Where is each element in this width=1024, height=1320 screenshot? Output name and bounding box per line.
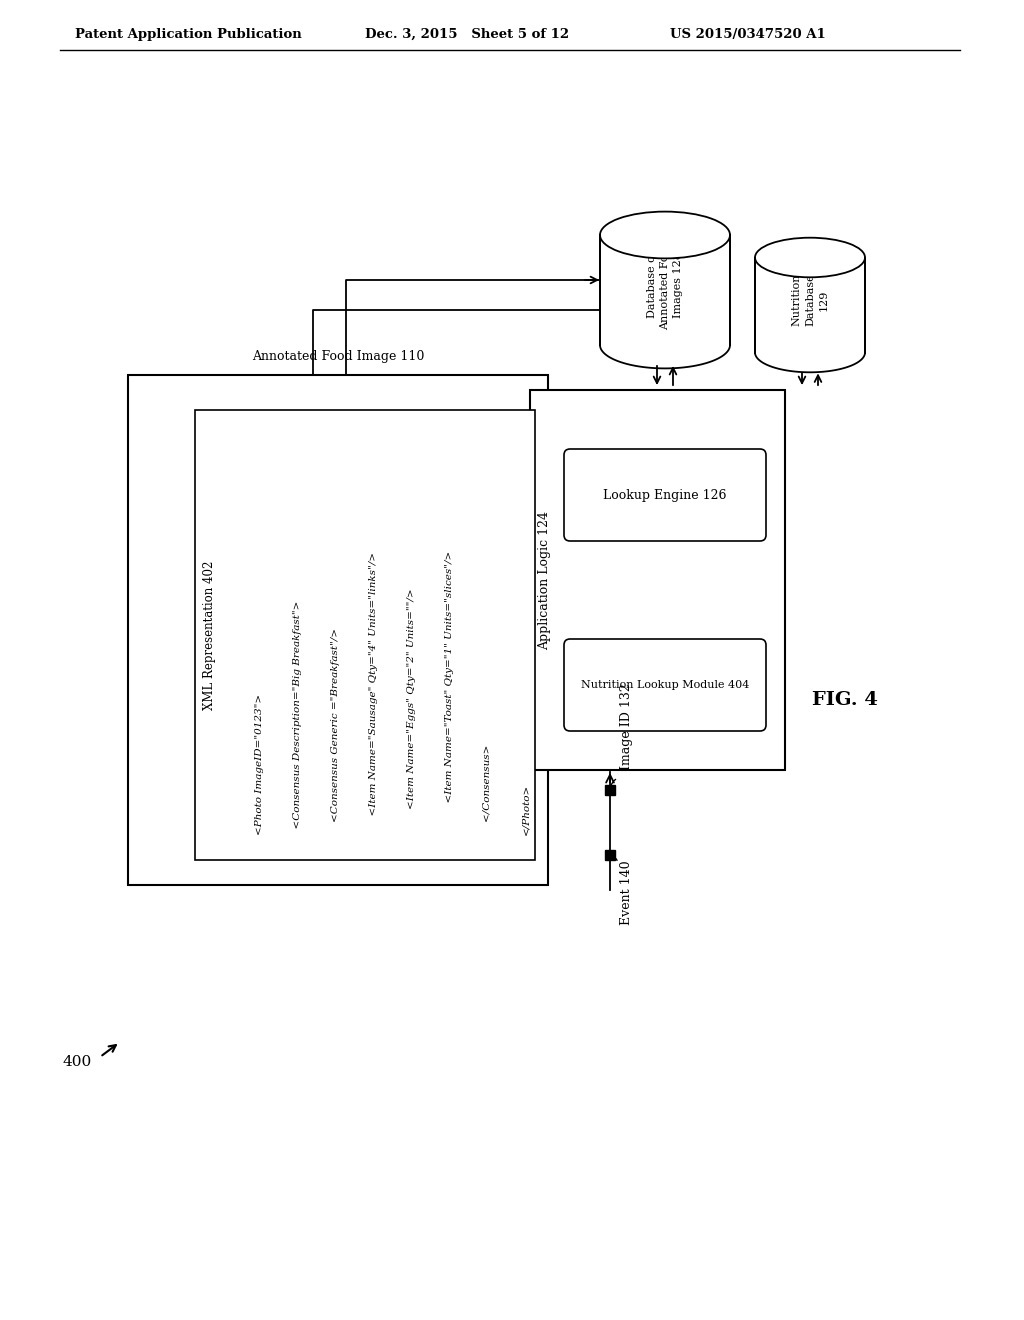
Ellipse shape bbox=[755, 238, 865, 277]
Polygon shape bbox=[755, 257, 865, 352]
Text: Application Logic 124: Application Logic 124 bbox=[539, 511, 552, 649]
Text: US 2015/0347520 A1: US 2015/0347520 A1 bbox=[670, 28, 825, 41]
Text: Event 140: Event 140 bbox=[620, 861, 633, 924]
Polygon shape bbox=[600, 235, 730, 345]
Text: <Consensus Description="Big Breakfast">: <Consensus Description="Big Breakfast"> bbox=[293, 601, 302, 836]
Bar bbox=[530, 389, 785, 770]
Text: <Item Name="Toast" Qty="1" Units="slices"/>: <Item Name="Toast" Qty="1" Units="slices… bbox=[445, 550, 454, 836]
Text: <Photo ImageID="0123">: <Photo ImageID="0123"> bbox=[255, 694, 264, 836]
Text: Image ID 132: Image ID 132 bbox=[620, 684, 633, 770]
Text: Lookup Engine 126: Lookup Engine 126 bbox=[603, 488, 727, 502]
Text: FIG. 4: FIG. 4 bbox=[812, 690, 878, 709]
FancyBboxPatch shape bbox=[564, 449, 766, 541]
Text: <Consensus Generic ="Breakfast"/>: <Consensus Generic ="Breakfast"/> bbox=[331, 628, 340, 836]
Text: Database of
Annotated Food
Images 128: Database of Annotated Food Images 128 bbox=[647, 240, 683, 330]
Bar bbox=[195, 411, 535, 861]
Ellipse shape bbox=[600, 211, 730, 259]
Text: 400: 400 bbox=[62, 1055, 92, 1069]
Text: <Item Name="Sausage" Qty="4" Units="links"/>: <Item Name="Sausage" Qty="4" Units="link… bbox=[369, 552, 378, 836]
Text: </Consensus>: </Consensus> bbox=[483, 744, 492, 836]
Text: <Item Name="Eggs" Qty="2" Units=""/>: <Item Name="Eggs" Qty="2" Units=""/> bbox=[407, 589, 416, 836]
FancyBboxPatch shape bbox=[564, 639, 766, 731]
Text: </Photo>: </Photo> bbox=[521, 784, 530, 836]
Text: XML Representation 402: XML Representation 402 bbox=[203, 560, 215, 710]
Text: Annotated Food Image 110: Annotated Food Image 110 bbox=[252, 350, 424, 363]
Text: Nutrition Lookup Module 404: Nutrition Lookup Module 404 bbox=[581, 680, 750, 690]
Text: Dec. 3, 2015   Sheet 5 of 12: Dec. 3, 2015 Sheet 5 of 12 bbox=[365, 28, 569, 41]
Text: Patent Application Publication: Patent Application Publication bbox=[75, 28, 302, 41]
Text: Nutrition
Database
129: Nutrition Database 129 bbox=[792, 273, 828, 326]
Bar bbox=[128, 375, 548, 884]
